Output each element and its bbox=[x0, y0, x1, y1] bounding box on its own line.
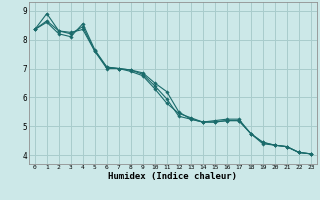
X-axis label: Humidex (Indice chaleur): Humidex (Indice chaleur) bbox=[108, 172, 237, 181]
